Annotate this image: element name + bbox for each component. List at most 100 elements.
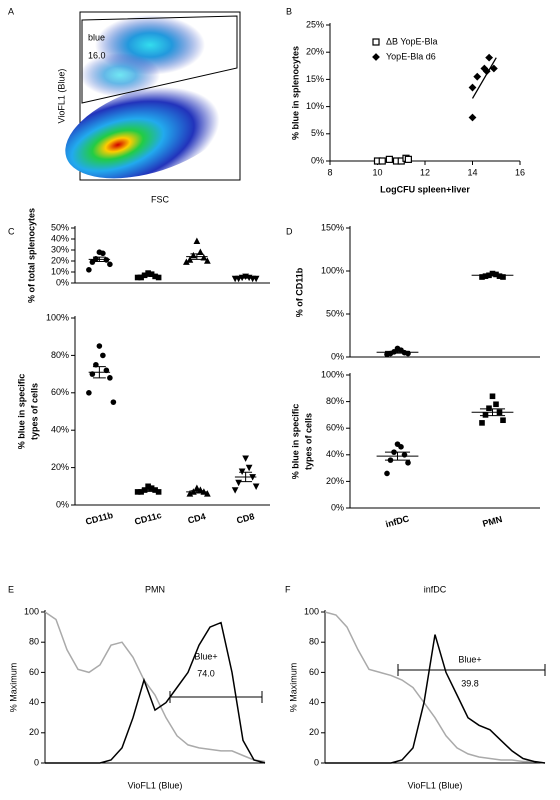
- y-tick-label: 60: [29, 667, 39, 677]
- y-tick-label: 0%: [331, 351, 344, 361]
- data-point: [252, 483, 260, 490]
- data-point: [489, 393, 496, 400]
- data-point: [155, 489, 162, 495]
- y-tick-label: 80: [309, 637, 319, 647]
- panel-label: C: [8, 226, 15, 236]
- y-axis-label: % blue in specific: [16, 374, 26, 450]
- error-bar: [190, 490, 204, 494]
- data-point: [96, 343, 103, 349]
- y-tick-label: 50%: [326, 308, 344, 318]
- error-bar: [384, 350, 411, 354]
- y-axis-label: % of CD11b: [294, 267, 304, 317]
- data-point: [134, 274, 141, 281]
- histogram-curve: [45, 621, 266, 764]
- data-point: [186, 256, 194, 263]
- y-tick-label: 20: [309, 727, 319, 737]
- legend-label: ΔB YopE-Bla: [386, 36, 438, 46]
- data-point: [155, 274, 162, 281]
- data-point: [235, 479, 242, 487]
- data-point: [145, 483, 151, 490]
- error-bar: [92, 256, 106, 263]
- annotation: blue: [88, 32, 105, 42]
- y-tick-label: 100: [304, 606, 319, 616]
- y-tick-label: 80%: [326, 396, 344, 406]
- legend-marker: [372, 53, 380, 61]
- y-tick-label: 0%: [56, 277, 69, 287]
- data-point: [468, 83, 477, 92]
- y-tick-label: 60%: [326, 423, 344, 433]
- data-point: [473, 72, 482, 81]
- data-point: [385, 155, 393, 163]
- y-axis-label: types of cells: [303, 413, 313, 470]
- data-point: [480, 64, 489, 73]
- error-bar: [479, 408, 506, 417]
- x-tick-label: PMN: [481, 514, 503, 529]
- y-tick-label: 10%: [306, 101, 324, 111]
- error-bar: [190, 253, 204, 260]
- data-point: [485, 53, 494, 62]
- x-axis-label: VioFL1 (Blue): [128, 780, 183, 790]
- gate-marker: [169, 691, 263, 703]
- data-point: [193, 484, 201, 491]
- data-point: [107, 375, 113, 381]
- data-point: [245, 464, 253, 472]
- y-tick-label: 50%: [51, 222, 69, 232]
- error-bar: [239, 276, 253, 279]
- y-axis-label: VioFL1 (Blue): [56, 69, 66, 124]
- data-point: [204, 490, 211, 497]
- panel-label: E: [8, 584, 14, 594]
- y-tick-label: 0%: [56, 499, 69, 509]
- data-point: [89, 259, 96, 265]
- y-tick-label: 60: [309, 667, 319, 677]
- data-point: [86, 267, 92, 273]
- y-tick-label: 30%: [51, 244, 69, 254]
- y-tick-label: 40%: [326, 449, 344, 459]
- y-axis-label: % blue in splenocytes: [290, 46, 300, 140]
- data-point: [500, 417, 506, 424]
- y-axis-label: % of total splenocytes: [26, 208, 36, 303]
- data-point: [468, 113, 477, 122]
- data-point: [86, 390, 92, 396]
- panel-label: F: [285, 584, 291, 594]
- chart-title: infDC: [424, 584, 447, 594]
- data-point: [152, 273, 158, 280]
- y-tick-label: 20: [29, 727, 39, 737]
- y-tick-label: 80: [29, 637, 39, 647]
- x-axis-label: VioFL1 (Blue): [408, 780, 463, 790]
- y-tick-label: 100%: [46, 312, 69, 322]
- y-tick-label: 100%: [321, 265, 344, 275]
- y-tick-label: 40: [309, 697, 319, 707]
- data-point: [238, 468, 246, 475]
- data-point: [231, 487, 239, 494]
- x-tick-label: 10: [372, 167, 382, 177]
- data-point: [190, 251, 197, 259]
- y-tick-label: 40%: [51, 425, 69, 435]
- panel-label: A: [8, 6, 14, 16]
- y-tick-label: 0%: [331, 502, 344, 512]
- y-axis-label: % blue in specific: [290, 404, 300, 480]
- data-point: [193, 237, 201, 244]
- data-point: [110, 399, 117, 405]
- x-tick-label: 12: [420, 167, 430, 177]
- data-point: [204, 257, 211, 264]
- data-point: [486, 405, 492, 412]
- population: [80, 53, 160, 97]
- data-point: [100, 352, 106, 359]
- gate-marker: [397, 664, 546, 676]
- population: [65, 81, 235, 179]
- data-point: [482, 67, 491, 76]
- x-tick-label: 8: [327, 167, 332, 177]
- data-point: [186, 490, 194, 497]
- data-point: [148, 485, 155, 491]
- data-point: [138, 274, 144, 281]
- panel-label: B: [286, 6, 292, 16]
- y-tick-label: 0: [34, 757, 39, 767]
- legend-marker: [372, 38, 380, 46]
- annotation: 39.8: [461, 678, 479, 688]
- histogram-curve: [324, 611, 546, 764]
- annotation: Blue+: [194, 651, 217, 661]
- x-tick-label: infDC: [384, 513, 410, 529]
- y-tick-label: 25%: [306, 19, 324, 29]
- x-tick-label: CD4: [187, 511, 207, 525]
